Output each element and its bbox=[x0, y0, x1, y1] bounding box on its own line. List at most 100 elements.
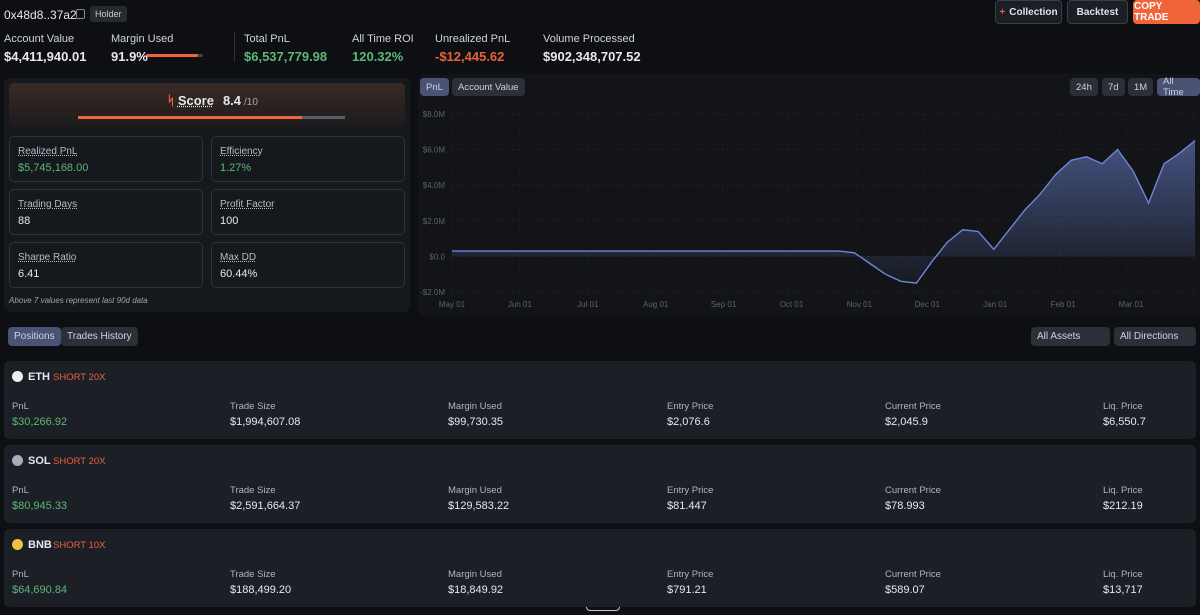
y-tick-label: $4.0M bbox=[423, 181, 446, 190]
positions-tab[interactable]: Trades History bbox=[61, 327, 138, 346]
field-value: $18,849.92 bbox=[448, 584, 504, 596]
position-card: BNB SHORT 10X PnL $64,690.84 Trade Size $188,… bbox=[4, 529, 1196, 607]
range-button[interactable]: 1M bbox=[1128, 78, 1154, 96]
asset-icon bbox=[12, 371, 23, 382]
field-label: PnL bbox=[12, 401, 29, 412]
field-value: $99,730.35 bbox=[448, 416, 504, 428]
range-button[interactable]: 24h bbox=[1070, 78, 1098, 96]
metric-value: $5,745,168.00 bbox=[18, 162, 89, 174]
margin-bar bbox=[146, 54, 203, 57]
field-label: Margin Used bbox=[448, 569, 502, 580]
backtest-button[interactable]: Backtest bbox=[1067, 0, 1128, 24]
field-label: Current Price bbox=[885, 485, 941, 496]
y-tick-label: -$2.0M bbox=[420, 288, 445, 297]
metric-value: 88 bbox=[18, 215, 31, 227]
stat-value: $902,348,707.52 bbox=[543, 49, 641, 64]
copy-trade-button[interactable]: COPY TRADE bbox=[1133, 0, 1200, 24]
divider bbox=[234, 32, 235, 62]
score-value: 8.4 bbox=[222, 93, 242, 108]
field-value: $30,266.92 bbox=[12, 416, 68, 428]
asset: SOL bbox=[28, 455, 51, 467]
metric-cell: Max DD 60.44% bbox=[211, 242, 405, 288]
asset-icon bbox=[12, 539, 23, 550]
stat-label: Volume Processed bbox=[543, 33, 635, 45]
field-label: Entry Price bbox=[667, 401, 714, 412]
asset-icon bbox=[12, 455, 23, 466]
x-tick-label: Sep 01 bbox=[711, 300, 737, 309]
metric-value: 100 bbox=[220, 215, 239, 227]
field-value: $2,076.6 bbox=[667, 416, 710, 428]
side: SHORT 20X bbox=[53, 456, 106, 467]
x-tick-label: Oct 01 bbox=[780, 300, 804, 309]
side: SHORT 20X bbox=[53, 372, 106, 383]
x-tick-label: May 01 bbox=[439, 300, 466, 309]
field-label: Trade Size bbox=[230, 401, 276, 412]
metric-value: 1.27% bbox=[220, 162, 252, 174]
metric-label: Trading Days bbox=[18, 199, 78, 210]
field-value: $791.21 bbox=[667, 584, 707, 596]
positions-tab[interactable]: Positions bbox=[8, 327, 61, 346]
x-tick-label: Jan 01 bbox=[983, 300, 1008, 309]
stat-label: Margin Used bbox=[111, 33, 174, 45]
field-value: $6,550.7 bbox=[1103, 416, 1146, 428]
stat-label: Unrealized PnL bbox=[435, 33, 511, 45]
button-label: Backtest bbox=[1076, 6, 1119, 18]
field-value: $129,583.22 bbox=[448, 500, 510, 512]
field-label: Liq. Price bbox=[1103, 569, 1143, 580]
stat-value: -$12,445.62 bbox=[435, 49, 505, 64]
score-bar-fill bbox=[78, 116, 303, 119]
x-tick-label: Mar 01 bbox=[1119, 300, 1144, 309]
metric-label: Efficiency bbox=[220, 146, 263, 157]
y-tick-label: $2.0M bbox=[423, 217, 446, 226]
field-value: $13,717 bbox=[1103, 584, 1143, 596]
metric-cell: Realized PnL $5,745,168.00 bbox=[9, 136, 203, 182]
x-tick-label: Dec 01 bbox=[915, 300, 941, 309]
field-label: Liq. Price bbox=[1103, 401, 1143, 412]
metrics-note: Above 7 values represent last 90d data bbox=[9, 296, 148, 305]
stat-value: 91.9% bbox=[111, 49, 148, 64]
field-value: $188,499.20 bbox=[230, 584, 292, 596]
score: ᛋ Score 8.4/10 bbox=[167, 93, 258, 108]
field-label: Margin Used bbox=[448, 401, 502, 412]
field-label: Liq. Price bbox=[1103, 485, 1143, 496]
field-value: $81.447 bbox=[667, 500, 707, 512]
x-tick-label: Jun 01 bbox=[508, 300, 533, 309]
copy-icon[interactable] bbox=[76, 9, 85, 19]
side: SHORT 10X bbox=[53, 540, 106, 551]
y-tick-label: $8.0M bbox=[423, 110, 446, 119]
filter-dropdown[interactable]: All Assets bbox=[1031, 327, 1110, 346]
chart-tab[interactable]: PnL bbox=[420, 78, 449, 96]
x-tick-label: Jul 01 bbox=[577, 300, 599, 309]
pnl-chart: $8.0M $6.0M $4.0M $2.0M $0.0 -$2.0M May 01 Jun … bbox=[420, 110, 1196, 309]
filter-dropdown[interactable]: All Directions bbox=[1114, 327, 1196, 346]
stat-value: 120.32% bbox=[352, 49, 404, 64]
score-label: Score bbox=[177, 93, 214, 108]
area bbox=[452, 140, 1195, 284]
field-label: Trade Size bbox=[230, 569, 276, 580]
x-tick-label: Nov 01 bbox=[847, 300, 873, 309]
chart-tab[interactable]: Account Value bbox=[452, 78, 525, 96]
badge: Holder bbox=[90, 6, 127, 22]
metric-label: Realized PnL bbox=[18, 146, 78, 157]
field-value: $64,690.84 bbox=[12, 584, 68, 596]
line bbox=[452, 140, 1196, 284]
collection-button[interactable]: + Collection bbox=[995, 0, 1062, 24]
field-label: Entry Price bbox=[667, 569, 714, 580]
button-label: COPY TRADE bbox=[1134, 1, 1169, 23]
metric-cell: Trading Days 88 bbox=[9, 189, 203, 235]
range-button[interactable]: 7d bbox=[1102, 78, 1125, 96]
position-card: SOL SHORT 20X PnL $80,945.33 Trade Size $2,59… bbox=[4, 445, 1196, 523]
metric-label: Sharpe Ratio bbox=[18, 252, 77, 263]
range-button[interactable]: All Time bbox=[1157, 76, 1200, 98]
stat-label: Total PnL bbox=[244, 33, 290, 45]
stat-value: $6,537,779.98 bbox=[244, 49, 328, 64]
metric-value: 60.44% bbox=[220, 268, 258, 280]
metric-cell: Profit Factor 100 bbox=[211, 189, 405, 235]
y-tick-label: $6.0M bbox=[423, 146, 446, 155]
field-label: Margin Used bbox=[448, 485, 502, 496]
field-label: Trade Size bbox=[230, 485, 276, 496]
field-value: $1,994,607.08 bbox=[230, 416, 301, 428]
score-card: ᛋ Score 8.4/10 bbox=[9, 83, 405, 127]
y-tick-label: $0.0 bbox=[429, 252, 445, 261]
